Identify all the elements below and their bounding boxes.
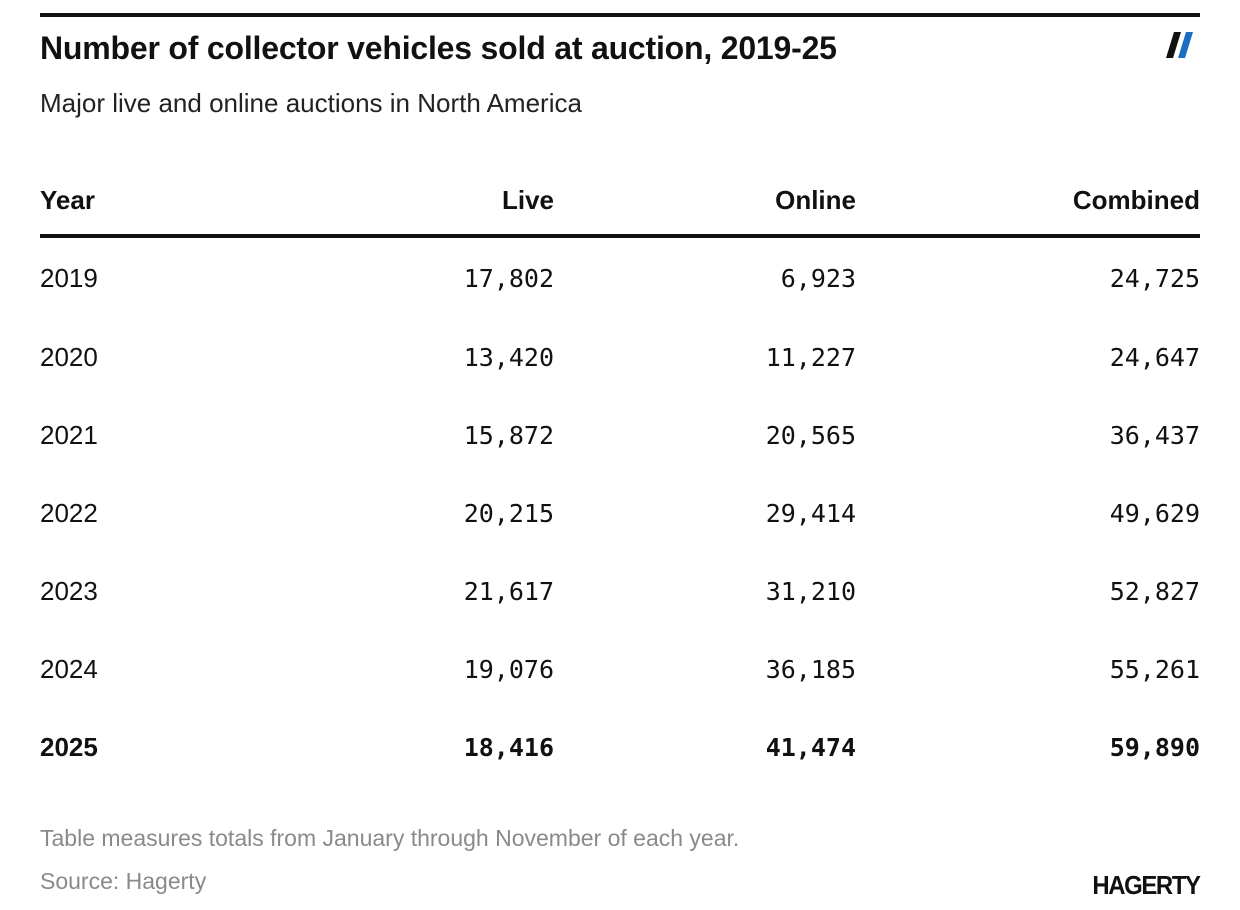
cell-combined: 24,647: [1109, 342, 1200, 372]
table-row: 2020 13,420 11,227 24,647: [40, 318, 1200, 396]
cell-online: 6,923: [780, 263, 856, 293]
table-row: 2023 21,617 31,210 52,827: [40, 552, 1200, 630]
table-row: 2024 19,076 36,185 55,261: [40, 630, 1200, 708]
cell-live: 20,215: [463, 498, 554, 528]
top-rule: [40, 13, 1200, 17]
cell-live: 17,802: [463, 263, 554, 293]
table-row: 2019 17,802 6,923 24,725: [40, 236, 1200, 318]
source-note: Source: Hagerty: [40, 868, 207, 894]
cell-combined: 36,437: [1109, 420, 1200, 450]
table-row: 2021 15,872 20,565 36,437: [40, 396, 1200, 474]
cell-online: 29,414: [765, 498, 856, 528]
cell-year: 2022: [40, 497, 98, 528]
column-header-online: Online: [554, 166, 856, 238]
cell-combined: 52,827: [1109, 576, 1200, 606]
table-header-row: Year Live Online Combined: [40, 166, 1200, 238]
cell-year: 2023: [40, 575, 98, 606]
cell-online: 36,185: [765, 654, 856, 684]
table-row-highlight: 2025 18,416 41,474 59,890: [40, 708, 1200, 786]
cell-year: 2020: [40, 341, 98, 372]
cell-combined: 49,629: [1109, 498, 1200, 528]
cell-online: 31,210: [765, 576, 856, 606]
chart-title: Number of collector vehicles sold at auc…: [40, 30, 837, 66]
cell-online: 20,565: [765, 420, 856, 450]
hagerty-logo: HAGERTY: [1092, 870, 1202, 900]
cell-combined: 59,890: [1109, 732, 1200, 762]
cell-year: 2021: [40, 419, 98, 450]
column-header-year: Year: [40, 166, 240, 238]
cell-combined: 55,261: [1109, 654, 1200, 684]
cell-live: 18,416: [463, 732, 554, 762]
cell-live: 19,076: [463, 654, 554, 684]
data-table: Year Live Online Combined 2019 17,802 6,…: [40, 166, 1200, 786]
column-header-combined: Combined: [856, 166, 1200, 238]
cell-year: 2025: [40, 731, 98, 762]
chart-subtitle: Major live and online auctions in North …: [40, 88, 582, 118]
cell-live: 15,872: [463, 420, 554, 450]
cell-year: 2019: [40, 262, 98, 293]
cell-online: 41,474: [765, 732, 856, 762]
double-slash-icon: [1166, 32, 1193, 58]
cell-live: 21,617: [463, 576, 554, 606]
cell-online: 11,227: [765, 342, 856, 372]
column-header-live: Live: [240, 166, 554, 238]
footnote: Table measures totals from January throu…: [40, 825, 740, 851]
table-row: 2022 20,215 29,414 49,629: [40, 474, 1200, 552]
cell-combined: 24,725: [1109, 263, 1200, 293]
cell-live: 13,420: [463, 342, 554, 372]
cell-year: 2024: [40, 653, 98, 684]
